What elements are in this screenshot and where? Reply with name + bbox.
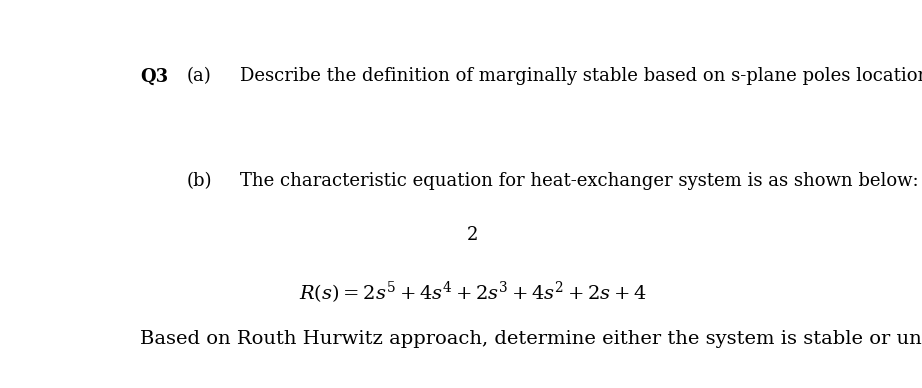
Text: 2: 2: [467, 226, 479, 244]
Text: The characteristic equation for heat-exchanger system is as shown below:: The characteristic equation for heat-exc…: [241, 172, 919, 190]
Text: $R(s) = 2s^5 + 4s^4 + 2s^3 + 4s^2 + 2s + 4$: $R(s) = 2s^5 + 4s^4 + 2s^3 + 4s^2 + 2s +…: [299, 280, 646, 306]
Text: (b): (b): [186, 172, 212, 190]
Text: (a): (a): [186, 68, 211, 85]
Text: Q3: Q3: [140, 68, 169, 85]
Text: Based on Routh Hurwitz approach, determine either the system is stable or unstab: Based on Routh Hurwitz approach, determi…: [140, 331, 922, 348]
Text: Describe the definition of marginally stable based on s-plane poles location.: Describe the definition of marginally st…: [241, 68, 922, 85]
